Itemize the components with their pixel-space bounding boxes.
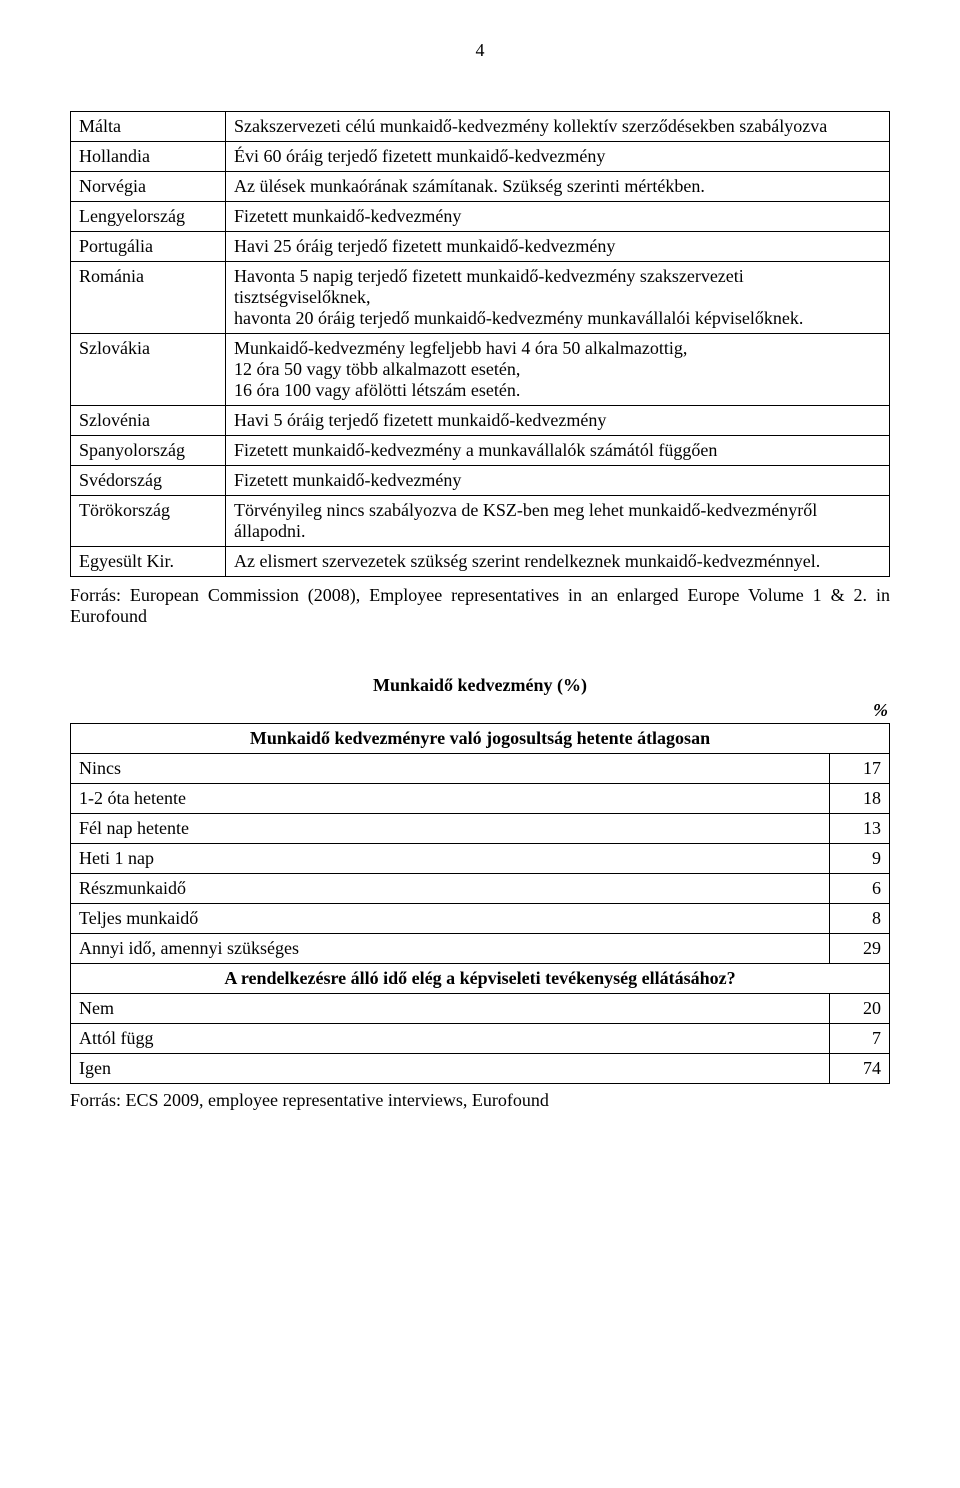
country-cell: Szlovénia — [71, 406, 226, 436]
table-row: PortugáliaHavi 25 óráig terjedő fizetett… — [71, 232, 890, 262]
table-row: HollandiaÉvi 60 óráig terjedő fizetett m… — [71, 142, 890, 172]
description-cell: Fizetett munkaidő-kedvezmény a munkaváll… — [226, 436, 890, 466]
table-row: Nem20 — [71, 994, 890, 1024]
label-cell: Heti 1 nap — [71, 844, 830, 874]
value-cell: 13 — [830, 814, 890, 844]
country-cell: Málta — [71, 112, 226, 142]
label-cell: Teljes munkaidő — [71, 904, 830, 934]
country-cell: Portugália — [71, 232, 226, 262]
description-cell: Munkaidő-kedvezmény legfeljebb havi 4 ór… — [226, 334, 890, 406]
table-row: SzlovéniaHavi 5 óráig terjedő fizetett m… — [71, 406, 890, 436]
country-cell: Románia — [71, 262, 226, 334]
label-cell: Nincs — [71, 754, 830, 784]
label-cell: Nem — [71, 994, 830, 1024]
pct-section-title: Munkaidő kedvezmény (%) — [70, 675, 890, 696]
label-cell: Részmunkaidő — [71, 874, 830, 904]
description-cell: Fizetett munkaidő-kedvezmény — [226, 202, 890, 232]
country-cell: Hollandia — [71, 142, 226, 172]
table-row: Annyi idő, amennyi szükséges29 — [71, 934, 890, 964]
table-row: SvédországFizetett munkaidő-kedvezmény — [71, 466, 890, 496]
country-cell: Lengyelország — [71, 202, 226, 232]
description-cell: Havi 25 óráig terjedő fizetett munkaidő-… — [226, 232, 890, 262]
country-cell: Törökország — [71, 496, 226, 547]
country-cell: Norvégia — [71, 172, 226, 202]
label-cell: 1-2 óta hetente — [71, 784, 830, 814]
value-cell: 9 — [830, 844, 890, 874]
table-header-row: A rendelkezésre álló idő elég a képvisel… — [71, 964, 890, 994]
country-table: MáltaSzakszervezeti célú munkaidő-kedvez… — [70, 111, 890, 577]
table-row: LengyelországFizetett munkaidő-kedvezmén… — [71, 202, 890, 232]
table-row: Egyesült Kir.Az elismert szervezetek szü… — [71, 547, 890, 577]
table-header-cell: Munkaidő kedvezményre való jogosultság h… — [71, 724, 890, 754]
value-cell: 18 — [830, 784, 890, 814]
table-row: 1-2 óta hetente18 — [71, 784, 890, 814]
table-row: Részmunkaidő6 — [71, 874, 890, 904]
table-header-cell: A rendelkezésre álló idő elég a képvisel… — [71, 964, 890, 994]
table-row: SpanyolországFizetett munkaidő-kedvezmén… — [71, 436, 890, 466]
table-row: NorvégiaAz ülések munkaórának számítanak… — [71, 172, 890, 202]
table-row: Nincs17 — [71, 754, 890, 784]
value-cell: 74 — [830, 1054, 890, 1084]
value-cell: 20 — [830, 994, 890, 1024]
description-cell: Évi 60 óráig terjedő fizetett munkaidő-k… — [226, 142, 890, 172]
country-cell: Egyesült Kir. — [71, 547, 226, 577]
description-cell: Az elismert szervezetek szükség szerint … — [226, 547, 890, 577]
percent-table: Munkaidő kedvezményre való jogosultság h… — [70, 723, 890, 1084]
table-header-row: Munkaidő kedvezményre való jogosultság h… — [71, 724, 890, 754]
label-cell: Igen — [71, 1054, 830, 1084]
value-cell: 17 — [830, 754, 890, 784]
table-row: TörökországTörvényileg nincs szabályozva… — [71, 496, 890, 547]
table-row: Igen74 — [71, 1054, 890, 1084]
country-cell: Spanyolország — [71, 436, 226, 466]
description-cell: Szakszervezeti célú munkaidő-kedvezmény … — [226, 112, 890, 142]
table-row: RomániaHavonta 5 napig terjedő fizetett … — [71, 262, 890, 334]
value-cell: 6 — [830, 874, 890, 904]
description-cell: Törvényileg nincs szabályozva de KSZ-ben… — [226, 496, 890, 547]
description-cell: Fizetett munkaidő-kedvezmény — [226, 466, 890, 496]
source-citation-2: Forrás: ECS 2009, employee representativ… — [70, 1090, 890, 1111]
percent-unit: % — [70, 700, 890, 721]
value-cell: 8 — [830, 904, 890, 934]
country-cell: Svédország — [71, 466, 226, 496]
description-cell: Havonta 5 napig terjedő fizetett munkaid… — [226, 262, 890, 334]
value-cell: 29 — [830, 934, 890, 964]
table-row: Heti 1 nap9 — [71, 844, 890, 874]
table-row: SzlovákiaMunkaidő-kedvezmény legfeljebb … — [71, 334, 890, 406]
description-cell: Az ülések munkaórának számítanak. Szüksé… — [226, 172, 890, 202]
source-citation-1: Forrás: European Commission (2008), Empl… — [70, 585, 890, 627]
label-cell: Fél nap hetente — [71, 814, 830, 844]
table-row: Fél nap hetente13 — [71, 814, 890, 844]
value-cell: 7 — [830, 1024, 890, 1054]
description-cell: Havi 5 óráig terjedő fizetett munkaidő-k… — [226, 406, 890, 436]
table-row: MáltaSzakszervezeti célú munkaidő-kedvez… — [71, 112, 890, 142]
label-cell: Attól függ — [71, 1024, 830, 1054]
table-row: Teljes munkaidő8 — [71, 904, 890, 934]
label-cell: Annyi idő, amennyi szükséges — [71, 934, 830, 964]
page-number: 4 — [70, 40, 890, 61]
table-row: Attól függ7 — [71, 1024, 890, 1054]
country-cell: Szlovákia — [71, 334, 226, 406]
